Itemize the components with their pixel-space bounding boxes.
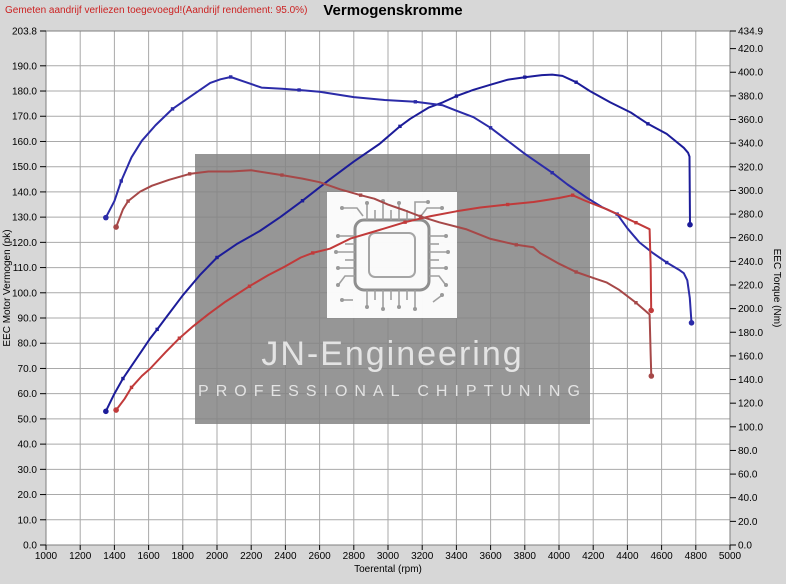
x-tick-label: 4800 bbox=[685, 551, 708, 562]
x-tick-label: 4000 bbox=[548, 551, 571, 562]
left-tick-label: 60.0 bbox=[18, 389, 38, 400]
status-message: Gemeten aandrijf verliezen toegevoegd!(A… bbox=[5, 5, 308, 16]
right-tick-label: 280.0 bbox=[738, 210, 763, 221]
x-tick-label: 3200 bbox=[411, 551, 434, 562]
left-tick-label: 20.0 bbox=[18, 490, 38, 501]
right-tick-label: 420.0 bbox=[738, 44, 763, 55]
right-tick-label: 400.0 bbox=[738, 68, 763, 79]
right-tick-label: 360.0 bbox=[738, 115, 763, 126]
right-tick-label: 40.0 bbox=[738, 493, 758, 504]
left-tick-label: 110.0 bbox=[13, 263, 38, 274]
right-tick-label: 340.0 bbox=[738, 139, 763, 150]
x-tick-label: 3400 bbox=[445, 551, 468, 562]
left-tick-label: 140.0 bbox=[12, 187, 37, 198]
left-tick-label: 150.0 bbox=[12, 162, 37, 173]
watermark-tagline-text: PROFESSIONAL CHIPTUNING bbox=[198, 383, 587, 400]
right-y-axis-label: EEC Torque (Nm) bbox=[771, 249, 782, 328]
x-tick-label: 1600 bbox=[137, 551, 160, 562]
left-y-axis-label: EEC Motor Vermogen (pk) bbox=[2, 229, 13, 346]
x-tick-label: 2600 bbox=[308, 551, 331, 562]
watermark-brand-text: JN-Engineering bbox=[261, 335, 524, 373]
left-tick-label: 50.0 bbox=[18, 414, 38, 425]
right-tick-label: 380.0 bbox=[738, 91, 763, 102]
left-tick-label: 203.8 bbox=[12, 27, 37, 38]
x-tick-label: 2400 bbox=[274, 551, 297, 562]
right-tick-label: 260.0 bbox=[738, 233, 763, 244]
right-tick-label: 180.0 bbox=[738, 328, 763, 339]
right-tick-label: 434.9 bbox=[738, 27, 763, 38]
left-tick-label: 40.0 bbox=[18, 440, 38, 451]
x-tick-label: 1800 bbox=[172, 551, 195, 562]
left-tick-label: 160.0 bbox=[12, 137, 37, 148]
right-tick-label: 240.0 bbox=[738, 257, 763, 268]
right-tick-label: 200.0 bbox=[738, 304, 763, 315]
x-tick-label: 5000 bbox=[719, 551, 742, 562]
right-tick-label: 320.0 bbox=[738, 162, 763, 173]
chip-logo-icon bbox=[327, 192, 457, 318]
right-tick-label: 300.0 bbox=[738, 186, 763, 197]
x-tick-label: 4200 bbox=[582, 551, 605, 562]
x-tick-label: 4400 bbox=[616, 551, 639, 562]
left-tick-label: 90.0 bbox=[18, 314, 38, 325]
left-tick-label: 100.0 bbox=[12, 288, 37, 299]
left-tick-label: 170.0 bbox=[12, 112, 37, 123]
watermark-overlay: JN-Engineering PROFESSIONAL CHIPTUNING bbox=[195, 154, 590, 424]
x-tick-label: 3800 bbox=[514, 551, 537, 562]
right-tick-label: 100.0 bbox=[738, 422, 763, 433]
left-tick-label: 180.0 bbox=[12, 87, 37, 98]
left-tick-label: 0.0 bbox=[23, 541, 37, 552]
left-tick-label: 190.0 bbox=[12, 61, 37, 72]
left-tick-label: 30.0 bbox=[18, 465, 38, 476]
right-tick-label: 80.0 bbox=[738, 446, 758, 457]
x-tick-label: 3600 bbox=[479, 551, 502, 562]
x-tick-label: 1200 bbox=[69, 551, 92, 562]
right-tick-label: 60.0 bbox=[738, 470, 758, 481]
left-tick-label: 70.0 bbox=[18, 364, 38, 375]
right-tick-label: 120.0 bbox=[738, 399, 763, 410]
left-tick-label: 130.0 bbox=[12, 213, 37, 224]
x-axis-label: Toerental (rpm) bbox=[354, 564, 422, 575]
left-tick-label: 80.0 bbox=[18, 339, 38, 350]
right-tick-label: 140.0 bbox=[738, 375, 763, 386]
right-tick-label: 160.0 bbox=[738, 351, 763, 362]
x-tick-label: 2200 bbox=[240, 551, 263, 562]
x-tick-label: 3000 bbox=[377, 551, 400, 562]
right-tick-label: 220.0 bbox=[738, 280, 763, 291]
x-tick-label: 1400 bbox=[103, 551, 126, 562]
right-tick-label: 0.0 bbox=[738, 541, 752, 552]
x-tick-label: 4600 bbox=[650, 551, 673, 562]
x-tick-label: 2000 bbox=[206, 551, 229, 562]
left-tick-label: 120.0 bbox=[12, 238, 37, 249]
left-tick-label: 10.0 bbox=[18, 515, 38, 526]
right-tick-label: 20.0 bbox=[738, 517, 758, 528]
x-tick-label: 1000 bbox=[35, 551, 58, 562]
x-tick-label: 2800 bbox=[343, 551, 366, 562]
page-title: Vermogenskromme bbox=[323, 2, 463, 19]
